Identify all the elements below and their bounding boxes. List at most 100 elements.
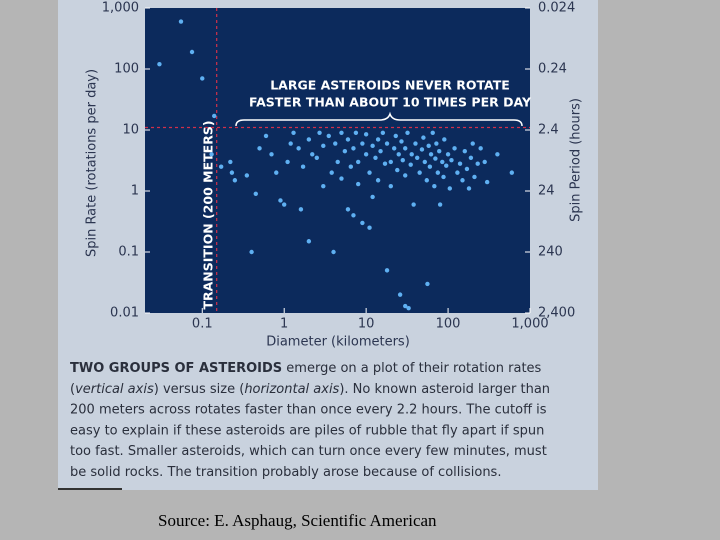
point (426, 143, 431, 149)
point (411, 202, 416, 207)
point (442, 137, 447, 142)
point (274, 170, 279, 175)
point (468, 155, 474, 161)
point (495, 152, 500, 157)
point (189, 49, 195, 55)
point (424, 178, 429, 183)
point (384, 268, 390, 273)
point (339, 176, 344, 181)
point (421, 135, 426, 140)
point (408, 162, 413, 167)
brace (235, 111, 523, 127)
point (310, 152, 315, 157)
point (345, 137, 351, 142)
point (437, 148, 442, 154)
point (300, 164, 306, 169)
point (384, 141, 390, 146)
caption-line: easy to explain if these asteroids are p… (70, 423, 544, 438)
point (367, 225, 372, 230)
point (355, 181, 361, 187)
point (370, 143, 375, 149)
annotation: LARGE ASTEROIDS NEVER ROTATE (270, 78, 510, 93)
point (178, 19, 184, 24)
point (452, 146, 457, 151)
point (339, 130, 344, 135)
point (363, 152, 369, 157)
point (353, 130, 359, 135)
caption-run: TWO GROUPS OF ASTEROIDS (70, 361, 282, 376)
annotation: TRANSITION (200 METERS) (201, 120, 216, 309)
caption-run: vertical axis (75, 381, 154, 396)
point (400, 157, 405, 163)
point (331, 249, 336, 255)
point (209, 152, 214, 157)
point (253, 191, 258, 196)
point (460, 178, 465, 183)
point (244, 173, 250, 178)
point (212, 113, 217, 119)
point (375, 178, 381, 183)
point (329, 170, 334, 175)
point (393, 133, 398, 139)
point (345, 207, 351, 212)
point (406, 305, 411, 311)
point (360, 220, 365, 226)
point (321, 143, 326, 149)
point (444, 163, 449, 168)
point (441, 174, 446, 180)
point (432, 183, 437, 189)
y2-tick-label: 0.024 (538, 1, 575, 16)
caption-run: ) versus size ( (154, 381, 245, 396)
point (447, 186, 453, 191)
y2-tick-label: 2.4 (538, 123, 559, 138)
point (475, 161, 480, 166)
point (457, 161, 463, 166)
point (417, 170, 422, 175)
x-tick-label: 1,000 (511, 317, 548, 332)
point (434, 141, 439, 146)
point (396, 152, 401, 157)
point (405, 130, 410, 135)
point (437, 202, 443, 207)
y-tick-label: 1,000 (102, 1, 139, 16)
point (380, 130, 386, 135)
point (449, 157, 454, 163)
caption-line: be solid rocks. The transition probably … (70, 465, 501, 480)
point (433, 156, 438, 161)
y-tick-label: 100 (114, 62, 139, 77)
point (326, 133, 331, 139)
point (440, 159, 445, 165)
point (348, 164, 354, 169)
y2-tick-label: 24 (538, 184, 555, 199)
point (278, 198, 283, 203)
point (435, 170, 441, 175)
point (351, 146, 356, 151)
point (157, 61, 162, 67)
caption-run: be solid rocks. The transition probably … (70, 465, 501, 480)
point (355, 159, 361, 165)
caption-run: emerge on a plot of their rotation rates (282, 361, 541, 376)
point (232, 178, 238, 183)
point (470, 141, 475, 146)
point (373, 155, 378, 161)
point (335, 159, 340, 165)
caption-run: too fast. Smaller asteroids, which can t… (70, 444, 547, 459)
point (200, 76, 205, 81)
point (466, 186, 472, 191)
caption-line: too fast. Smaller asteroids, which can t… (70, 444, 547, 459)
y2-axis-label: Spin Period (hours) (569, 98, 584, 222)
point (403, 173, 408, 178)
point (342, 148, 348, 154)
y-axis-label: Spin Rate (rotations per day) (85, 69, 100, 257)
y2-tick-label: 0.24 (538, 62, 567, 77)
point (382, 161, 388, 166)
point (375, 137, 381, 142)
y-tick-label: 0.1 (118, 245, 139, 260)
point (249, 249, 254, 255)
caption-run: ). No known asteroid larger than (339, 381, 550, 396)
point (391, 146, 397, 151)
point (403, 146, 408, 151)
x-tick-label: 100 (436, 317, 461, 332)
